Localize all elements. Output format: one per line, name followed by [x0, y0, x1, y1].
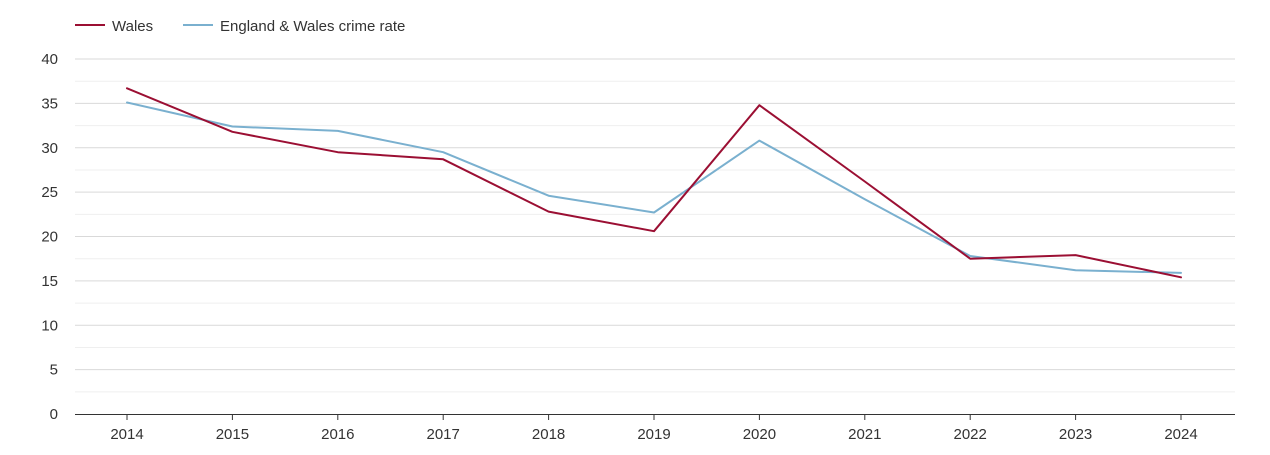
series-lines	[126, 87, 1182, 279]
y-tick-label: 20	[41, 229, 58, 246]
legend-item[interactable]: England & Wales crime rate	[183, 18, 405, 35]
y-tick-label: 40	[41, 51, 58, 68]
y-tick-label: 15	[41, 273, 58, 290]
x-tick-label: 2020	[743, 426, 776, 443]
y-tick-label: 25	[41, 184, 58, 201]
x-tick-label: 2024	[1164, 426, 1197, 443]
y-tick-label: 10	[41, 317, 58, 334]
x-tick-label: 2021	[848, 426, 881, 443]
x-tick-label: 2015	[216, 426, 249, 443]
y-tick-label: 5	[50, 362, 58, 379]
x-tick-label: 2016	[321, 426, 354, 443]
legend: Wales England & Wales crime rate	[75, 18, 405, 35]
series-line-wales	[126, 87, 1182, 279]
x-axis: 2014 2015 2016 2017 2018 2019 2020 2021 2022 2023…	[75, 414, 1235, 443]
legend-label: England & Wales crime rate	[220, 18, 405, 35]
series-line-england-wales-crime-rate	[126, 101, 1182, 274]
y-tick-label: 30	[41, 140, 58, 157]
x-tick-label: 2017	[427, 426, 460, 443]
gridlines	[75, 58, 1235, 393]
x-tick-label: 2014	[110, 426, 143, 443]
x-tick-label: 2018	[532, 426, 565, 443]
x-tick-label: 2019	[637, 426, 670, 443]
legend-label: Wales	[112, 18, 153, 35]
y-tick-label: 35	[41, 95, 58, 112]
legend-item[interactable]: Wales	[75, 18, 153, 35]
y-tick-label: 0	[50, 406, 58, 423]
x-tick-label: 2023	[1059, 426, 1092, 443]
y-axis: 0 5 10 15 20 25 30 35 40	[41, 51, 58, 423]
x-tick-label: 2022	[954, 426, 987, 443]
